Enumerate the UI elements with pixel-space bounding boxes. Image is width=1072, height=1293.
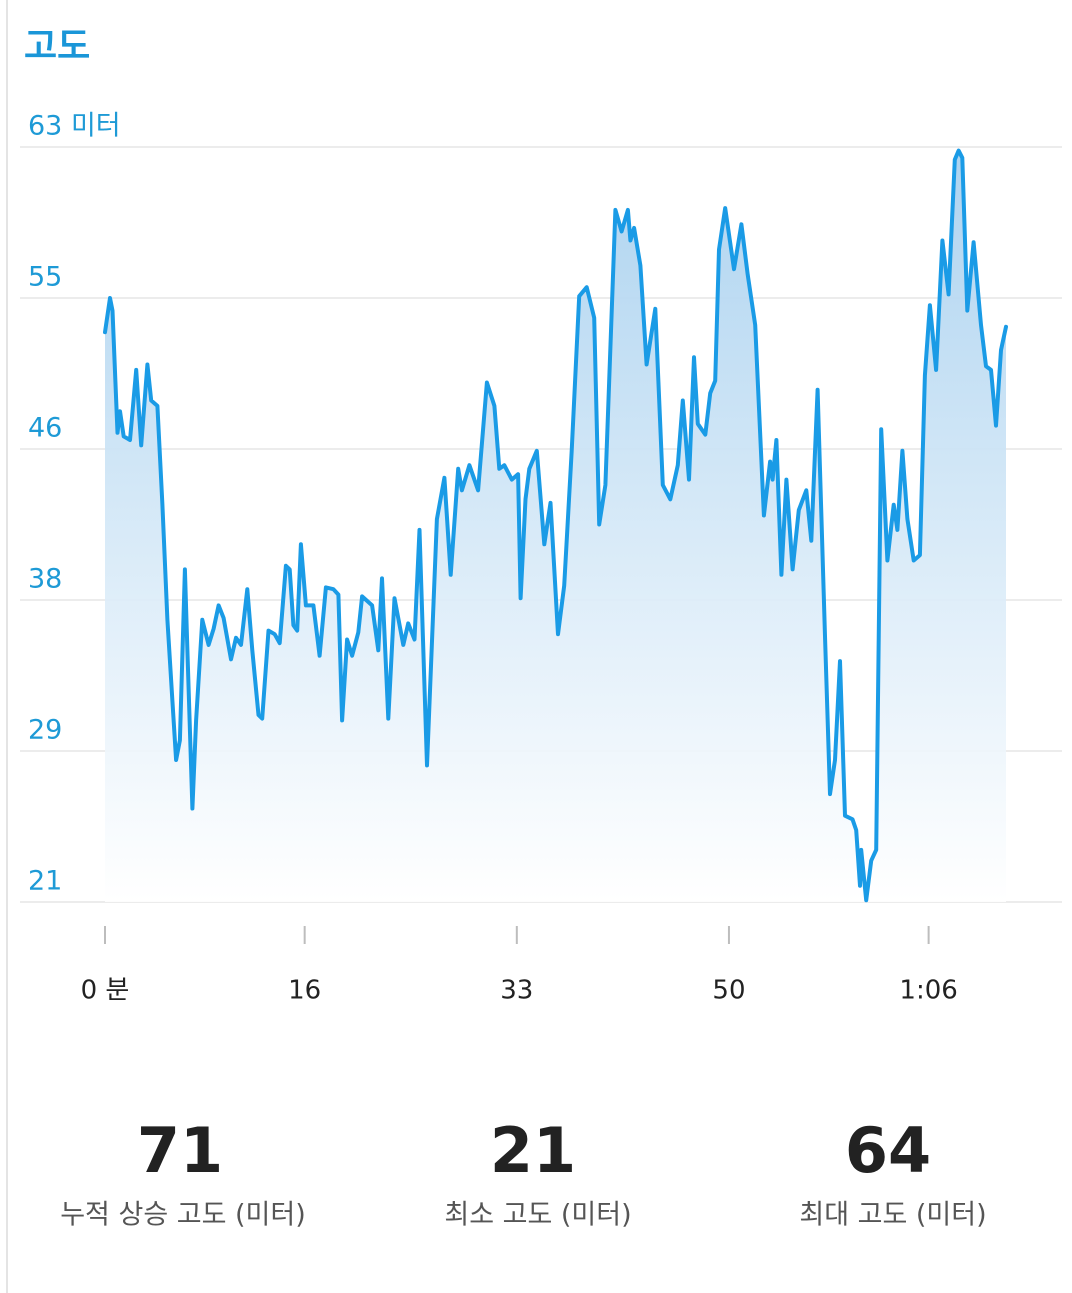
chart-title: 고도: [24, 26, 90, 67]
stat-value: 21: [490, 1114, 576, 1187]
x-tick-label: 16: [288, 976, 321, 1006]
stat-label: 최소 고도 (미터): [444, 1200, 631, 1231]
y-tick-label: 55: [28, 262, 62, 293]
stat-label: 최대 고도 (미터): [799, 1200, 986, 1231]
y-tick-label: 21: [28, 866, 62, 897]
line: [103, 148, 1008, 903]
stat-label: 누적 상승 고도 (미터): [60, 1200, 306, 1231]
stat-value: 64: [845, 1114, 931, 1187]
x-tick-label: 1:06: [899, 976, 957, 1006]
x-tick-label: 0 분: [81, 976, 130, 1006]
y-tick-label: 63 미터: [28, 111, 121, 142]
stat-value: 71: [137, 1114, 223, 1187]
area: [105, 150, 1006, 903]
x-tick-label: 33: [500, 976, 533, 1006]
x-tick-label: 50: [712, 976, 745, 1006]
y-tick-label: 46: [28, 413, 62, 444]
y-tick-label: 38: [28, 564, 62, 595]
y-tick-label: 29: [28, 715, 62, 746]
